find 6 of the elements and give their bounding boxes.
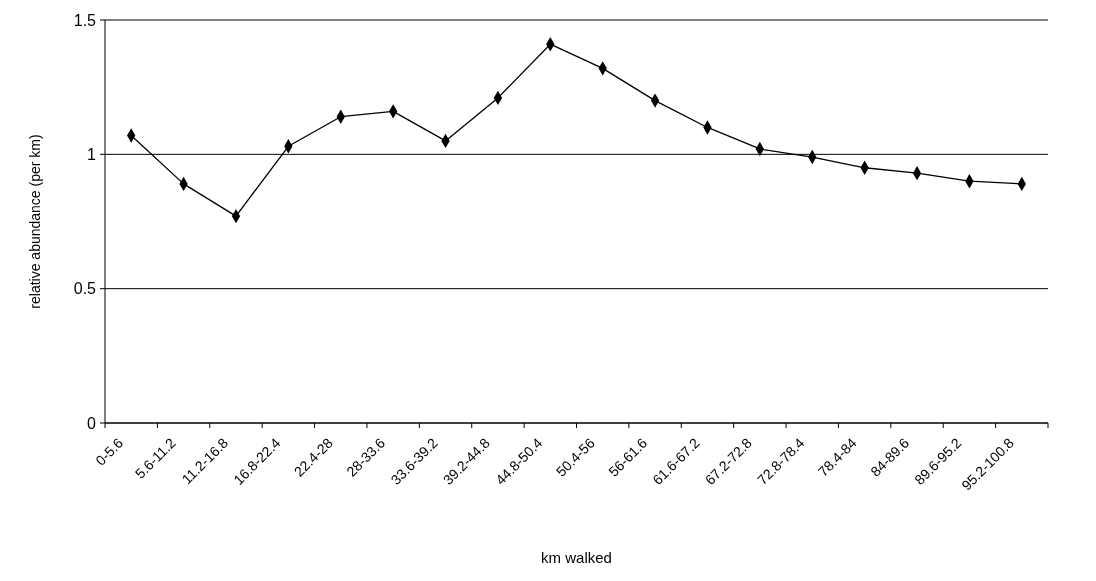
y-tick-label: 0: [87, 414, 97, 432]
y-tick-label: 0.5: [73, 280, 97, 298]
y-axis-title: relative abundance (per km): [27, 134, 43, 309]
x-axis-title: km walked: [541, 549, 612, 566]
y-tick-label: 1: [87, 145, 97, 163]
y-tick-label: 1.5: [73, 11, 97, 29]
